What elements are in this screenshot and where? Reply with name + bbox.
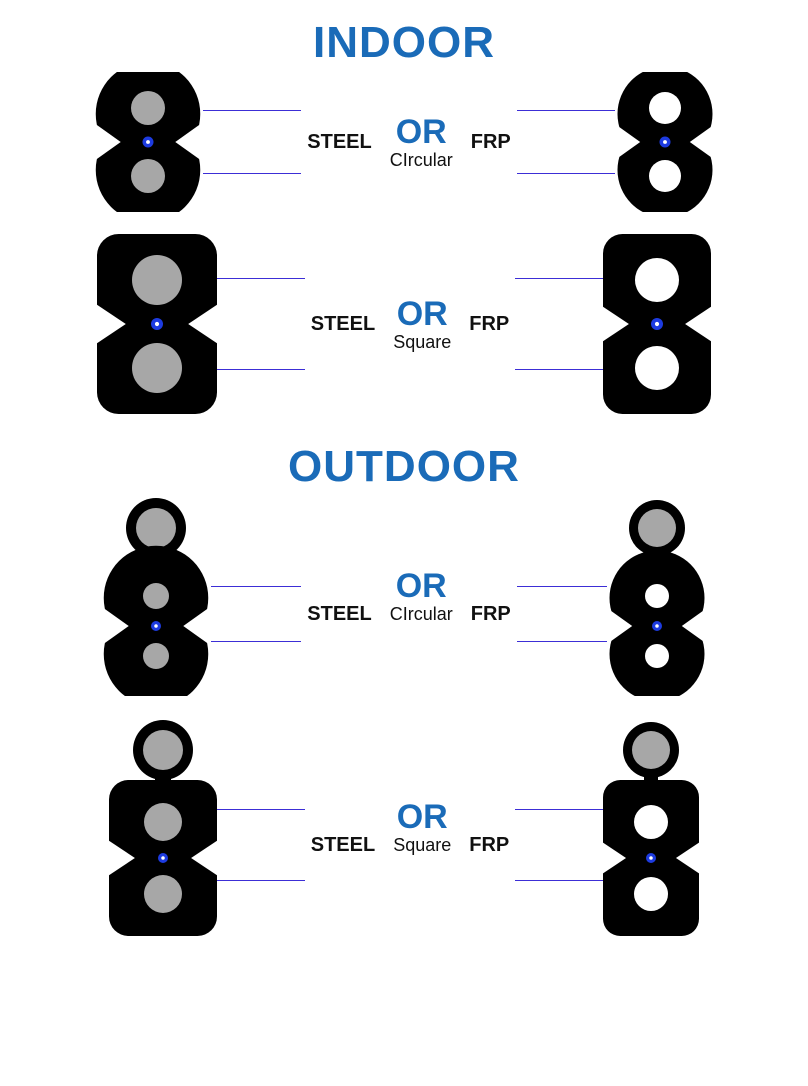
- left-variant: STEEL: [93, 72, 371, 212]
- right-variant: FRP: [469, 234, 711, 414]
- center-col: OR CIrcular: [390, 567, 453, 625]
- center-col: OR Square: [393, 798, 451, 856]
- cable-cross-section: [109, 718, 217, 936]
- right-variant: FRP: [471, 72, 715, 212]
- left-variant: STEEL: [109, 718, 375, 936]
- right-label: FRP: [471, 131, 511, 154]
- section-title-indoor: INDOOR: [0, 18, 808, 68]
- cable-cross-section: [615, 72, 715, 212]
- right-variant: FRP: [471, 496, 707, 696]
- row-outdoor_square: STEEL OR Square FRP: [0, 718, 808, 936]
- lead-lines: [515, 808, 603, 882]
- strength-member-bottom: [635, 346, 679, 390]
- cable-cross-section: [603, 234, 711, 414]
- right-label: FRP: [471, 603, 511, 626]
- left-label: STEEL: [307, 603, 371, 626]
- lead-lines: [217, 277, 305, 371]
- strength-member-top: [649, 92, 681, 124]
- section-title-outdoor: OUTDOOR: [0, 442, 808, 492]
- strength-member-bottom: [132, 343, 182, 393]
- or-text: OR: [396, 567, 447, 606]
- shape-text: CIrcular: [390, 604, 453, 625]
- cable-cross-section: [97, 234, 217, 414]
- lead-lines: [203, 109, 301, 175]
- lead-lines: [517, 585, 607, 643]
- cable-infographic: INDOOR STEEL OR CIrcular FRP: [0, 18, 808, 958]
- lead-lines: [217, 808, 305, 882]
- cable-cross-section: [93, 72, 203, 212]
- lead-lines: [211, 585, 301, 643]
- strength-member-bottom: [649, 160, 681, 192]
- shape-text: Square: [393, 332, 451, 353]
- left-variant: STEEL: [101, 496, 371, 696]
- strength-member-top: [144, 803, 182, 841]
- right-variant: FRP: [469, 718, 699, 936]
- center-col: OR CIrcular: [390, 113, 453, 171]
- strength-member-top: [634, 805, 668, 839]
- or-text: OR: [396, 113, 447, 152]
- strength-member-top: [131, 91, 165, 125]
- lead-lines: [517, 109, 615, 175]
- shape-text: CIrcular: [390, 150, 453, 171]
- left-label: STEEL: [311, 834, 375, 857]
- strength-member-top: [635, 258, 679, 302]
- right-label: FRP: [469, 313, 509, 336]
- left-variant: STEEL: [97, 234, 375, 414]
- strength-member-top: [132, 255, 182, 305]
- row-indoor_circular: STEEL OR CIrcular FRP: [0, 72, 808, 212]
- left-label: STEEL: [311, 313, 375, 336]
- center-col: OR Square: [393, 295, 451, 353]
- strength-member-bottom: [144, 875, 182, 913]
- left-label: STEEL: [307, 131, 371, 154]
- cable-cross-section: [101, 496, 211, 696]
- shape-text: Square: [393, 835, 451, 856]
- strength-member-top: [143, 583, 169, 609]
- or-text: OR: [397, 295, 448, 334]
- row-outdoor_circular: STEEL OR CIrcular FRP: [0, 496, 808, 696]
- cable-cross-section: [603, 718, 699, 936]
- row-indoor_square: STEEL OR Square FRP: [0, 234, 808, 414]
- lead-lines: [515, 277, 603, 371]
- right-label: FRP: [469, 834, 509, 857]
- strength-member-bottom: [634, 877, 668, 911]
- strength-member-bottom: [645, 644, 669, 668]
- strength-member-top: [645, 584, 669, 608]
- cable-cross-section: [607, 496, 707, 696]
- strength-member-bottom: [143, 643, 169, 669]
- or-text: OR: [397, 798, 448, 837]
- strength-member-bottom: [131, 159, 165, 193]
